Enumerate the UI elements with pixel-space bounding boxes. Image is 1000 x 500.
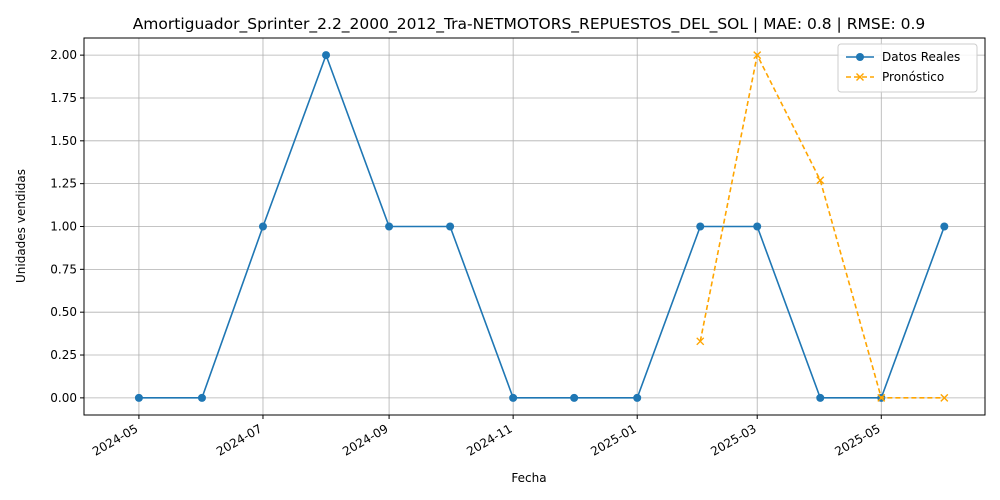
data-point-pronostico bbox=[696, 337, 705, 346]
y-tick-label: 0.00 bbox=[50, 391, 77, 405]
y-tick-label: 1.25 bbox=[50, 177, 77, 191]
y-tick-label: 1.50 bbox=[50, 134, 77, 148]
data-point-datos-reales bbox=[816, 393, 825, 402]
legend-marker-datos-reales bbox=[856, 53, 864, 61]
data-point-datos-reales bbox=[134, 393, 143, 402]
x-tick-label: 2025-01 bbox=[588, 421, 638, 458]
y-tick-label: 1.00 bbox=[50, 220, 77, 234]
data-point-datos-reales bbox=[633, 393, 642, 402]
y-tick-label: 0.75 bbox=[50, 262, 77, 276]
data-point-datos-reales bbox=[258, 222, 267, 231]
data-point-datos-reales bbox=[446, 222, 455, 231]
x-tick-label: 2024-05 bbox=[90, 421, 140, 458]
x-tick-label: 2024-07 bbox=[214, 421, 264, 458]
series-pronostico bbox=[696, 51, 949, 402]
data-point-datos-reales bbox=[753, 222, 762, 231]
chart-title: Amortiguador_Sprinter_2.2_2000_2012_Tra-… bbox=[133, 15, 926, 34]
y-axis-label: Unidades vendidas bbox=[14, 169, 28, 283]
x-axis-label: Fecha bbox=[511, 471, 546, 485]
legend-box bbox=[837, 43, 978, 93]
x-tick-label: 2024-09 bbox=[340, 421, 390, 458]
grid bbox=[84, 38, 985, 415]
data-point-datos-reales bbox=[696, 222, 705, 231]
y-tick-label: 2.00 bbox=[50, 48, 77, 62]
legend-label-datos-reales: Datos Reales bbox=[882, 50, 960, 64]
legend-label-pronostico: Pronóstico bbox=[882, 70, 944, 84]
data-point-pronostico bbox=[940, 393, 949, 402]
data-point-datos-reales bbox=[197, 393, 206, 402]
y-tick-label: 1.75 bbox=[50, 91, 77, 105]
legend: Datos Reales Pronóstico bbox=[837, 43, 978, 93]
series-line-datos-reales bbox=[138, 52, 946, 399]
x-tick-label: 2025-03 bbox=[708, 421, 758, 458]
data-point-datos-reales bbox=[509, 393, 518, 402]
data-point-datos-reales bbox=[940, 222, 949, 231]
series-layer bbox=[134, 51, 949, 402]
data-point-pronostico bbox=[877, 393, 886, 402]
x-axis: 2024-05 2024-07 2024-09 2024-11 2025-01 2025-… bbox=[90, 415, 883, 459]
data-point-pronostico bbox=[753, 51, 762, 60]
legend-marker-pronostico bbox=[856, 73, 864, 81]
data-point-datos-reales bbox=[570, 393, 579, 402]
data-point-pronostico bbox=[816, 176, 825, 185]
data-point-datos-reales bbox=[322, 51, 331, 60]
y-tick-label: 0.50 bbox=[50, 305, 77, 319]
x-tick-label: 2025-05 bbox=[832, 421, 882, 458]
data-point-datos-reales bbox=[385, 222, 394, 231]
y-tick-label: 0.25 bbox=[50, 348, 77, 362]
series-line-pronostico bbox=[699, 52, 945, 399]
y-axis: 0.00 0.25 0.50 0.75 1.00 1.25 1.50 1.75 2.00 bbox=[50, 48, 84, 405]
x-tick-label: 2024-11 bbox=[464, 421, 514, 458]
